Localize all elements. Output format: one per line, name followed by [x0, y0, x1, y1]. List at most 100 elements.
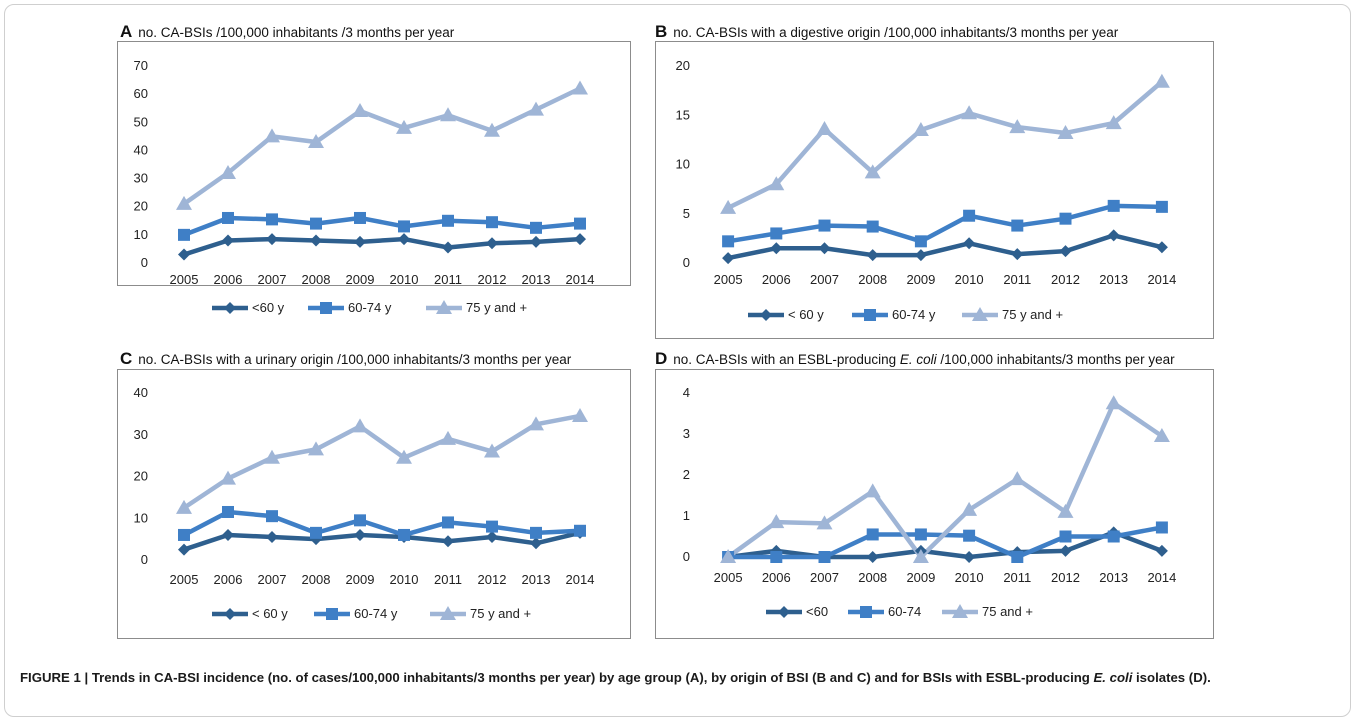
x-tick-label: 2010: [955, 570, 984, 585]
x-tick-label: 2009: [346, 572, 375, 587]
x-tick-label: 2010: [390, 572, 419, 587]
x-tick-label: 2011: [434, 572, 462, 587]
y-tick-label: 20: [676, 58, 690, 73]
data-point: [176, 195, 192, 210]
y-tick-label: 15: [676, 107, 690, 122]
data-point: [1107, 199, 1120, 212]
data-point: [720, 199, 737, 214]
y-tick-label: 50: [134, 114, 148, 129]
y-tick-label: 0: [141, 255, 148, 270]
data-point: [574, 217, 586, 230]
data-point: [961, 501, 978, 516]
data-point: [266, 531, 278, 544]
data-point: [1059, 245, 1072, 258]
x-tick-label: 2008: [302, 572, 331, 587]
data-point: [486, 216, 498, 229]
series-line-1: [183, 215, 581, 237]
data-point: [310, 217, 322, 230]
x-tick-label: 2013: [522, 272, 551, 287]
legend-label: 60-74 y: [354, 606, 398, 621]
legend-marker: [320, 302, 332, 314]
series-line-2: [727, 80, 1164, 210]
series-line-2: [182, 86, 581, 206]
data-point: [484, 122, 500, 137]
data-point: [176, 499, 192, 514]
x-tick-label: 2006: [214, 272, 243, 287]
data-point: [442, 241, 454, 254]
x-tick-label: 2013: [1099, 272, 1128, 287]
data-point: [486, 520, 498, 533]
data-point: [354, 211, 366, 224]
y-tick-label: 10: [134, 510, 148, 525]
data-point: [308, 133, 324, 148]
data-point: [722, 252, 735, 265]
figure-caption: FIGURE 1 | Trends in CA-BSI incidence (n…: [20, 668, 1340, 688]
y-tick-label: 40: [134, 142, 148, 157]
data-point: [1107, 530, 1120, 543]
data-point: [530, 235, 542, 248]
x-tick-label: 2008: [858, 570, 887, 585]
y-tick-label: 5: [683, 206, 690, 221]
data-point: [530, 221, 542, 234]
y-tick-label: 70: [134, 58, 148, 73]
data-point: [816, 515, 833, 530]
y-tick-label: 3: [683, 426, 690, 441]
series-line-0: [183, 236, 581, 257]
data-point: [528, 416, 544, 431]
data-point: [818, 551, 831, 563]
data-point: [222, 528, 234, 541]
legend-marker: [972, 307, 988, 321]
data-point: [816, 121, 833, 136]
data-point: [1155, 521, 1168, 534]
panel-title-text: no. CA-BSIs with an ESBL-producing: [673, 352, 900, 367]
data-point: [914, 528, 927, 541]
data-point: [266, 213, 278, 226]
legend-marker: [326, 608, 338, 620]
data-point: [354, 528, 366, 541]
x-tick-label: 2005: [170, 572, 199, 587]
x-tick-label: 2010: [955, 272, 984, 287]
panel-letter: C: [120, 349, 133, 368]
data-point: [440, 430, 456, 445]
data-point: [722, 235, 735, 248]
data-point: [1059, 530, 1072, 543]
data-point: [720, 549, 737, 563]
y-tick-label: 20: [134, 199, 148, 214]
data-point: [396, 119, 412, 134]
legend-label: 60-74: [888, 604, 921, 619]
x-tick-label: 2011: [1003, 272, 1031, 287]
data-point: [310, 234, 322, 247]
data-point: [963, 237, 976, 250]
data-point: [222, 234, 234, 247]
data-point: [442, 535, 454, 548]
caption-text: Trends in CA-BSI incidence (no. of cases…: [88, 670, 1094, 685]
x-tick-label: 2012: [1051, 570, 1080, 585]
series-line-1: [727, 203, 1162, 244]
data-point: [1059, 544, 1072, 557]
y-tick-label: 10: [134, 227, 148, 242]
data-point: [574, 524, 586, 537]
data-point: [768, 176, 785, 191]
legend-marker: [864, 309, 876, 321]
data-point: [963, 529, 976, 542]
y-tick-label: 4: [683, 385, 690, 400]
y-tick-label: 2: [683, 467, 690, 482]
data-point: [1059, 212, 1072, 225]
x-tick-label: 2011: [1003, 570, 1031, 585]
chart-d-svg: 0 1 2 3 4 2005 2006 2007 2008 2009 2010 2011 2012 201…: [683, 385, 1177, 619]
panel-letter: A: [120, 22, 133, 41]
x-tick-label: 2007: [810, 272, 839, 287]
legend-label: 60-74 y: [348, 300, 392, 315]
data-point: [354, 235, 366, 248]
data-point: [961, 105, 978, 120]
x-tick-label: 2007: [258, 572, 287, 587]
data-point: [818, 242, 831, 255]
y-tick-label: 10: [676, 157, 690, 172]
x-tick-label: 2005: [714, 570, 743, 585]
x-tick-label: 2014: [1147, 272, 1176, 287]
legend-label: < 60 y: [252, 606, 288, 621]
panel-title-text: no. CA-BSIs with a digestive origin /100…: [673, 25, 1119, 40]
